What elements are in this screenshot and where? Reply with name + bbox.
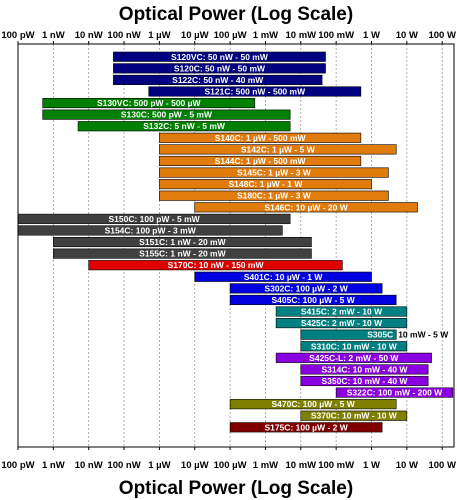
bar-label: S405C: 100 µW - 5 W	[271, 295, 355, 305]
x-axis-top: 100 pW 1 nW 10 nW 100 nW 1 µW 10 µW 100 µW 1 mW…	[1, 30, 456, 41]
bar	[275, 306, 408, 317]
bar-label: S425C: 2 mW - 10 W	[301, 318, 383, 328]
x-tick-label-top: 10 nW	[75, 30, 103, 41]
bar-label: S401C: 10 µW - 1 W	[244, 272, 324, 282]
bar	[148, 86, 362, 97]
bar	[77, 121, 291, 132]
x-tick-label-top: 100 nW	[107, 30, 140, 41]
x-tick-label-bottom: 10 mW	[285, 460, 316, 471]
bar	[159, 144, 397, 155]
x-tick-label-bottom: 10 nW	[75, 460, 103, 471]
bar	[88, 260, 343, 271]
x-tick-label-top: 10 W	[396, 30, 418, 41]
bar-label: S302C: 100 µW - 2 W	[264, 283, 348, 293]
x-tick-label-top: 100 pW	[1, 30, 34, 41]
bar	[229, 422, 383, 433]
bar	[113, 51, 326, 62]
bar-label: S144C: 1 µW - 500 mW	[215, 156, 307, 166]
bar-label: S120C: 50 nW - 50 mW	[174, 63, 266, 73]
x-tick-label-bottom: 1 mW	[253, 460, 278, 471]
bar-label: S122C: 50 nW - 40 mW	[172, 75, 264, 85]
x-axis-bottom: 100 pW 1 nW 10 nW 100 nW 1 µW 10 µW 100 µW 1 mW…	[1, 460, 456, 471]
bar-label: S146C: 10 µW - 20 W	[264, 202, 348, 212]
x-tick-label-top: 1 W	[363, 30, 380, 41]
chart-title-bottom: Optical Power (Log Scale)	[119, 478, 353, 499]
bar-label: S120VC: 50 nW - 50 mW	[171, 52, 269, 62]
bar-label: S322C: 100 mW - 200 W	[347, 388, 443, 398]
x-tick-label-bottom: 1 nW	[42, 460, 65, 471]
x-tick-label-bottom: 100 µW	[214, 460, 247, 471]
bar	[53, 248, 312, 259]
bar-label: S470C: 100 µW - 5 W	[271, 399, 355, 409]
bar-label: S142C: 1 µW - 5 W	[241, 144, 316, 154]
bar-label: S130VC: 500 pW - 500 µW	[97, 98, 202, 108]
x-tick-label-bottom: 100 pW	[1, 460, 34, 471]
bar	[229, 399, 397, 410]
x-tick-label-bottom: 10 W	[396, 460, 418, 471]
bar-label: S350C: 10 mW - 40 W	[321, 376, 408, 386]
x-tick-label-bottom: 100 mW	[318, 460, 354, 471]
x-tick-label-bottom: 10 µW	[181, 460, 209, 471]
x-tick-label-top: 100 mW	[318, 30, 354, 41]
x-tick-label-top: 10 µW	[181, 30, 209, 41]
bar-label: S132C: 5 nW - 5 mW	[143, 121, 226, 131]
chart-title-top: Optical Power (Log Scale)	[119, 4, 353, 25]
bar	[194, 202, 418, 213]
bar-label: S180C: 1 µW - 3 W	[237, 191, 312, 201]
bar	[53, 236, 312, 248]
bar	[113, 74, 323, 85]
bar-label: S370C: 10 mW - 10 W	[311, 411, 398, 421]
bar-label: S310C: 10 mW - 10 W	[311, 341, 398, 351]
bar-label: S150C: 100 pW - 5 mW	[108, 214, 200, 224]
bar-outside-label: 10 mW - 5 W	[398, 330, 449, 340]
x-tick-label-top: 1 nW	[42, 30, 65, 41]
bar-label: S145C: 1 µW - 3 W	[237, 168, 312, 178]
bar	[300, 410, 408, 421]
bar	[275, 352, 432, 363]
bar	[113, 63, 326, 74]
bar-label: S151C: 1 nW - 20 mW	[139, 237, 226, 247]
bar-label: S148C: 1 µW - 1 W	[229, 179, 304, 189]
bar	[229, 283, 383, 294]
plot-frame	[17, 43, 455, 448]
x-tick-label-top: 1 µW	[148, 30, 170, 41]
x-tick-label-bottom: 1 W	[363, 460, 380, 471]
bar-label: S170C: 10 nW - 150 mW	[168, 260, 265, 270]
x-tick-label-bottom: 100 nW	[107, 460, 140, 471]
bar	[194, 271, 372, 282]
bar	[42, 109, 291, 120]
bar-label: S415C: 2 mW - 10 W	[301, 307, 383, 317]
bar-label: S175C: 100 µW - 2 W	[264, 422, 348, 432]
x-tick-label-top: 100 µW	[214, 30, 247, 41]
bar-label: S130C: 500 pW - 5 mW	[121, 110, 213, 120]
x-tick-label-bottom: 100 W	[428, 460, 455, 471]
bar-label: S305C	[367, 330, 393, 340]
bar-label: S121C: 500 nW - 500 mW	[204, 86, 306, 96]
x-tick-label-top: 1 mW	[253, 30, 278, 41]
bar	[300, 341, 408, 352]
bar-label: S154C: 100 pW - 3 mW	[105, 225, 197, 235]
bar	[300, 329, 397, 340]
bar	[300, 364, 429, 375]
bar	[335, 387, 454, 398]
bar-label: S140C: 1 µW - 500 mW	[215, 133, 307, 143]
bar-label: S425C-L: 2 mW - 50 W	[309, 353, 399, 363]
x-tick-label-bottom: 1 µW	[148, 460, 170, 471]
bar	[275, 318, 408, 329]
bar	[159, 190, 389, 201]
bar-label: S155C: 1 nW - 20 mW	[139, 249, 226, 259]
x-tick-label-top: 10 mW	[285, 30, 316, 41]
bar-label: S314C: 10 mW - 40 W	[321, 364, 408, 374]
bar	[159, 155, 362, 167]
bar	[159, 179, 372, 190]
x-tick-label-top: 100 W	[428, 30, 455, 41]
bar	[42, 98, 256, 109]
bar	[159, 132, 362, 143]
bar	[229, 294, 397, 305]
bar	[300, 375, 429, 387]
bar	[159, 167, 389, 178]
